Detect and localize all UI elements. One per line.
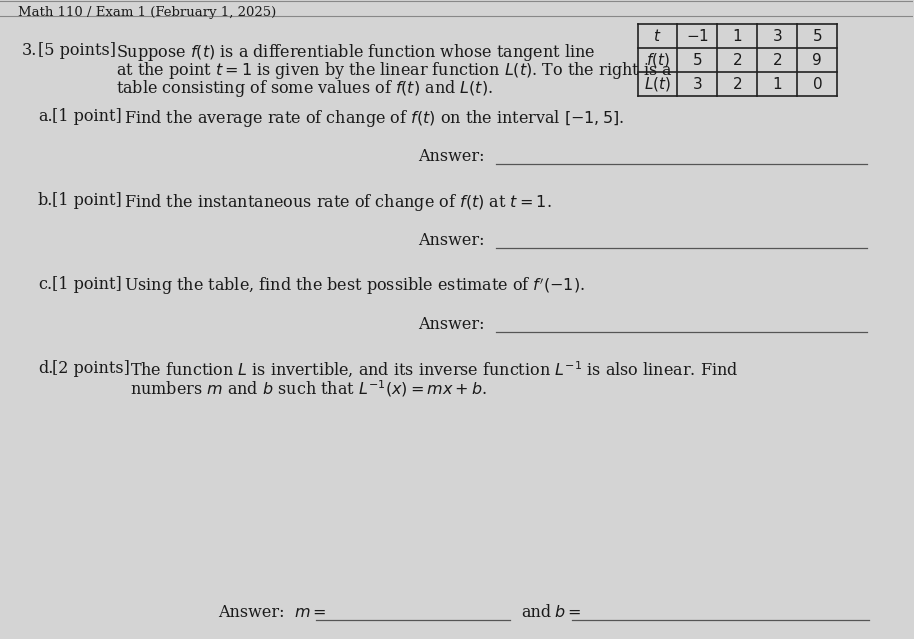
Text: 3: 3 (693, 77, 702, 91)
Text: Find the average rate of change of $f(t)$ on the interval $[-1, 5]$.: Find the average rate of change of $f(t)… (124, 108, 624, 129)
Text: 9: 9 (813, 52, 823, 68)
Text: $3$: $3$ (772, 28, 782, 44)
Text: $1$: $1$ (732, 28, 742, 44)
Text: at the point $t=1$ is given by the linear function $L(t)$. To the right is a: at the point $t=1$ is given by the linea… (116, 60, 673, 81)
Text: 5: 5 (693, 52, 702, 68)
Text: Using the table, find the best possible estimate of $f'(-1)$.: Using the table, find the best possible … (124, 276, 585, 297)
Text: [1 point]: [1 point] (52, 276, 122, 293)
Text: 2: 2 (733, 52, 742, 68)
Text: $f(t)$: $f(t)$ (645, 51, 669, 69)
Text: d.: d. (38, 360, 53, 377)
Text: $L(t)$: $L(t)$ (644, 75, 671, 93)
Text: Math 110 / Exam 1 (February 1, 2025): Math 110 / Exam 1 (February 1, 2025) (18, 6, 276, 19)
Text: table consisting of some values of $f(t)$ and $L(t)$.: table consisting of some values of $f(t)… (116, 78, 493, 99)
Text: Suppose $f(t)$ is a differentiable function whose tangent line: Suppose $f(t)$ is a differentiable funct… (116, 42, 595, 63)
Text: Answer:: Answer: (218, 604, 284, 621)
Text: numbers $m$ and $b$ such that $L^{-1}(x)=mx+b$.: numbers $m$ and $b$ such that $L^{-1}(x)… (130, 378, 487, 399)
Text: The function $L$ is invertible, and its inverse function $L^{-1}$ is also linear: The function $L$ is invertible, and its … (130, 360, 739, 380)
Text: Answer:: Answer: (418, 148, 484, 165)
Text: [1 point]: [1 point] (52, 192, 122, 209)
Text: 2: 2 (733, 77, 742, 91)
Text: Answer:: Answer: (418, 316, 484, 333)
Text: [1 point]: [1 point] (52, 108, 122, 125)
Text: 1: 1 (772, 77, 782, 91)
Text: 3.: 3. (22, 42, 37, 59)
Text: b.: b. (38, 192, 53, 209)
Text: Answer:: Answer: (418, 232, 484, 249)
Text: $5$: $5$ (813, 28, 823, 44)
Text: c.: c. (38, 276, 52, 293)
Text: $-1$: $-1$ (686, 28, 709, 44)
Text: $m=$: $m=$ (293, 604, 326, 621)
Text: a.: a. (38, 108, 53, 125)
Text: $t$: $t$ (654, 28, 662, 44)
Text: [5 points]: [5 points] (38, 42, 116, 59)
Text: Find the instantaneous rate of change of $f(t)$ at $t=1$.: Find the instantaneous rate of change of… (124, 192, 551, 213)
Text: 2: 2 (772, 52, 782, 68)
Text: and: and (522, 604, 552, 621)
Text: 0: 0 (813, 77, 823, 91)
Text: [2 points]: [2 points] (52, 360, 130, 377)
Text: $b=$: $b=$ (554, 604, 580, 621)
